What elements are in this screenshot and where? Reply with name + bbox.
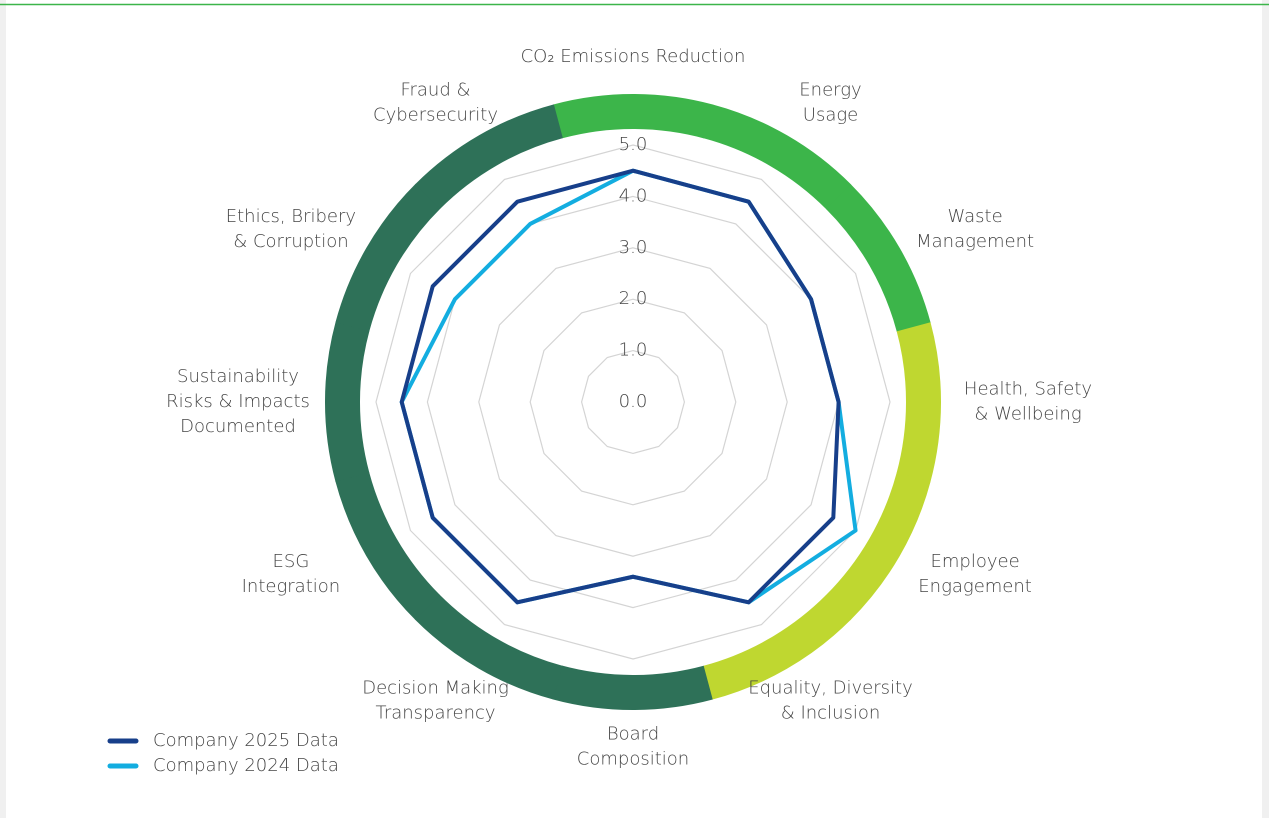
r-tick-label: 4.0 (619, 185, 648, 206)
ring-segment (414, 594, 563, 700)
ring-segment (826, 184, 931, 332)
legend-label: Company 2024 Data (153, 755, 339, 776)
category-label-line: Ethics, Bribery (226, 206, 356, 227)
category-label-line: Risks & Impacts (166, 391, 310, 412)
category-label-line: Documented (180, 416, 296, 437)
grid-ring (478, 247, 788, 557)
r-tick-label: 5.0 (619, 134, 648, 155)
ring-segment (553, 93, 714, 139)
category-label: Ethics, Bribery & Corruption (226, 206, 356, 252)
category-label-line: Fraud & (400, 80, 470, 101)
category-label-line: Engagement (918, 576, 1032, 597)
r-tick-label: 0.0 (619, 391, 648, 412)
category-label-line: Composition (577, 749, 689, 770)
category-label-line: & Inclusion (781, 702, 881, 723)
category-label: Waste Management (916, 206, 1034, 252)
grid-ring (580, 349, 686, 455)
category-label-line: Management (916, 231, 1034, 252)
category-label-line: Usage (803, 105, 858, 126)
ring-segment (415, 104, 563, 209)
series-line (399, 168, 841, 605)
category-label-line: Sustainability (177, 366, 299, 387)
grid-ring (529, 298, 737, 506)
ring-segment (703, 104, 852, 210)
category-label-line: Board (607, 724, 659, 745)
r-tick-label: 3.0 (619, 237, 648, 258)
category-label-line: & Corruption (233, 231, 348, 252)
category-label: Board Composition (577, 724, 689, 770)
category-label-line: Decision Making (362, 677, 509, 698)
category-label: ESG Integration (242, 551, 341, 597)
grid-ring (375, 144, 891, 660)
category-label-line: Cybersecurity (373, 105, 498, 126)
legend-label: Company 2025 Data (153, 730, 339, 751)
ring-segment (335, 472, 440, 620)
category-label-line: ESG (273, 551, 310, 572)
category-label-line: Integration (242, 576, 341, 597)
category-label: Equality, Diversity & Inclusion (748, 677, 912, 723)
ring-segment (825, 472, 931, 621)
category-label-line: Equality, Diversity (748, 677, 912, 698)
ring-segment (324, 321, 370, 482)
category-label-line: Transparency (375, 702, 495, 723)
category-label-line: Health, Safety (964, 379, 1092, 400)
category-label-line: CO₂ Emissions Reduction (521, 46, 746, 67)
category-label: Sustainability Risks & Impacts Documented (166, 366, 310, 437)
category-label: Health, Safety & Wellbeing (964, 379, 1092, 425)
ring-segment (552, 665, 713, 711)
category-label-line: & Wellbeing (974, 404, 1081, 425)
r-tick-label: 1.0 (619, 340, 648, 361)
category-label-line: Employee (931, 551, 1020, 572)
category-label-line: Energy (799, 80, 861, 101)
category-label: CO₂ Emissions Reduction (521, 46, 746, 67)
category-label: Fraud & Cybersecurity (373, 80, 498, 126)
category-label: Energy Usage (799, 80, 861, 126)
ring-segment (703, 595, 851, 700)
ring-segment (335, 183, 441, 332)
ring-segment (896, 322, 942, 483)
category-label: Employee Engagement (918, 551, 1032, 597)
r-tick-label: 2.0 (619, 288, 648, 309)
category-label: Decision Making Transparency (362, 677, 509, 723)
category-label-line: Waste (947, 206, 1002, 227)
